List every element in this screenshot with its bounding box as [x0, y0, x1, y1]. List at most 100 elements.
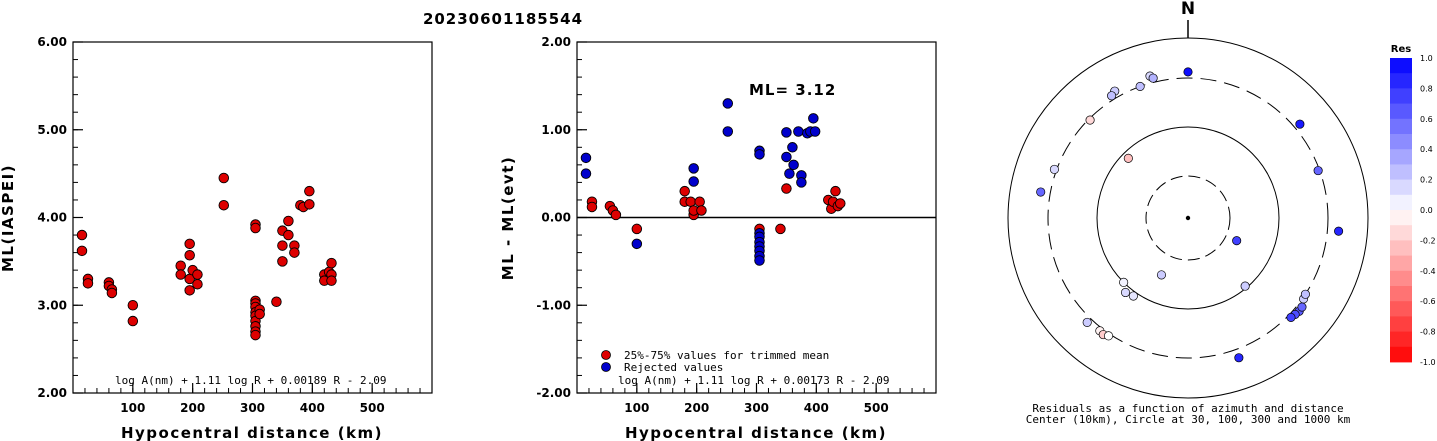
- right-panel: N Residuals as a function of azimuth and…: [1007, 0, 1369, 426]
- legend-marker-rejected: [601, 362, 611, 372]
- middle-point-series-0: [696, 205, 707, 216]
- station-residual-point: [1123, 153, 1133, 163]
- station-residual-point: [1103, 331, 1114, 341]
- station-residual-point: [1297, 302, 1307, 312]
- colorbar-ticks: 1.0 0.8 0.6 0.4 0.2 0.0 -0.2 -0.4 -0.6 -0.8 -1.0: [1420, 54, 1436, 367]
- left-point-series-0: [277, 256, 288, 267]
- left-point-series-0: [283, 229, 294, 241]
- middle-point-series-0: [775, 223, 786, 235]
- middle-point-series-1: [781, 127, 792, 138]
- left-point-series-0: [326, 275, 337, 286]
- colorbar-cell: [1390, 346, 1412, 363]
- left-formula: log A(nm) + 1.11 log R + 0.00189 R - 2.0…: [115, 374, 387, 387]
- middle-y-axis-label: ML - ML(evt): [499, 156, 517, 280]
- middle-y-tick-label: -1.00: [536, 298, 571, 312]
- left-point-series-0: [127, 300, 139, 311]
- station-residual-point: [1120, 287, 1131, 298]
- left-x-tick-label: 400: [300, 401, 325, 415]
- legend-label-rejected: Rejected values: [624, 361, 723, 374]
- colorbar-cell: [1390, 88, 1412, 104]
- colorbar-tick-label: 1.0: [1420, 54, 1433, 63]
- left-point-series-0: [184, 285, 195, 296]
- left-point-series-0: [218, 172, 230, 184]
- left-point-series-0: [250, 222, 261, 234]
- colorbar-tick-label: -0.8: [1420, 328, 1436, 337]
- colorbar-cell: [1390, 225, 1412, 241]
- figure-title: 20230601185544: [423, 10, 583, 28]
- left-y-tick-label: 6.00: [37, 35, 67, 49]
- colorbar-cell: [1390, 331, 1412, 348]
- middle-point-series-0: [685, 196, 696, 207]
- legend-marker-trimmed: [601, 350, 611, 360]
- middle-point-series-1: [631, 238, 643, 250]
- colorbar-cell: [1390, 316, 1412, 332]
- colorbar-cell: [1390, 134, 1412, 150]
- station-residual-point: [1107, 91, 1117, 101]
- colorbar-tick-label: -0.4: [1420, 267, 1436, 276]
- middle-point-series-1: [793, 126, 804, 137]
- colorbar-cell: [1390, 58, 1412, 74]
- station-residual-point: [1085, 115, 1095, 125]
- station-residual-points: [1036, 67, 1344, 363]
- epicenter-marker: [1185, 215, 1191, 221]
- left-point-series-0: [250, 329, 261, 341]
- polar-caption-line1: Residuals as a function of azimuth and d…: [1032, 402, 1343, 415]
- station-residual-point: [1286, 312, 1296, 323]
- station-residual-point: [1183, 67, 1193, 77]
- left-x-axis-label: Hypocentral distance (km): [121, 424, 383, 441]
- middle-point-series-0: [631, 223, 643, 235]
- middle-point-series-1: [788, 159, 799, 171]
- ring-1000km: [1007, 37, 1369, 399]
- station-residual-point: [1232, 236, 1242, 246]
- colorbar-tick-label: 0.0: [1420, 206, 1433, 215]
- middle-data-points: [580, 98, 846, 266]
- left-point-series-0: [277, 240, 288, 251]
- left-point-series-0: [218, 199, 230, 211]
- colorbar-cell: [1390, 149, 1412, 165]
- colorbar-tick-label: -1.0: [1420, 358, 1436, 367]
- middle-point-series-0: [679, 185, 690, 197]
- middle-point-series-1: [580, 152, 592, 164]
- left-y-tick-label: 5.00: [37, 123, 67, 137]
- left-panel: 2.00 3.00 4.00 5.00 6.00 100 200 300 400 500 log …: [0, 35, 433, 441]
- middle-point-series-1: [787, 142, 798, 153]
- left-y-tick-label: 3.00: [37, 298, 67, 312]
- middle-point-series-0: [694, 196, 705, 207]
- colorbar-tick-label: 0.2: [1420, 176, 1433, 185]
- colorbar-tick-label: -0.6: [1420, 297, 1436, 306]
- left-x-tick-label: 200: [180, 401, 205, 415]
- middle-x-tick-label: 500: [864, 401, 889, 415]
- station-residual-point: [1240, 281, 1250, 291]
- ml-annotation: ML= 3.12: [749, 81, 836, 99]
- middle-x-tick-label: 300: [744, 401, 769, 415]
- colorbar-cells: [1390, 58, 1412, 363]
- station-residual-point: [1148, 73, 1158, 83]
- middle-point-series-1: [688, 176, 699, 187]
- residual-colorbar: Res 1.0 0.8 0.6 0.4 0.2 0.0 -0.2 -0.4 -0.6 -0.8 -1…: [1390, 44, 1436, 367]
- middle-point-series-0: [781, 183, 792, 194]
- left-point-series-0: [192, 269, 203, 280]
- station-residual-point: [1234, 353, 1244, 363]
- colorbar-cell: [1390, 240, 1412, 256]
- colorbar-title: Res: [1391, 44, 1411, 55]
- middle-point-series-1: [796, 177, 807, 188]
- left-x-tick-label: 300: [240, 401, 265, 415]
- polar-caption-line2: Center (10km), Circle at 30, 100, 300 an…: [1026, 413, 1351, 426]
- left-point-series-0: [76, 245, 88, 257]
- station-residual-point: [1082, 317, 1092, 327]
- legend-label-trimmed: 25%-75% values for trimmed mean: [624, 349, 829, 362]
- left-plot-frame: [72, 41, 433, 394]
- colorbar-tick-label: 0.4: [1420, 145, 1433, 154]
- colorbar-cell: [1390, 194, 1412, 211]
- station-residual-point: [1128, 291, 1138, 301]
- colorbar-cell: [1390, 301, 1412, 317]
- station-residual-point: [1156, 270, 1167, 280]
- station-residual-point: [1135, 81, 1145, 91]
- left-point-series-0: [184, 249, 195, 261]
- middle-point-series-1: [722, 126, 734, 137]
- left-point-series-0: [289, 247, 300, 258]
- middle-x-tick-label: 200: [684, 401, 709, 415]
- left-y-tick-label: 2.00: [37, 386, 67, 400]
- left-point-series-0: [76, 229, 88, 241]
